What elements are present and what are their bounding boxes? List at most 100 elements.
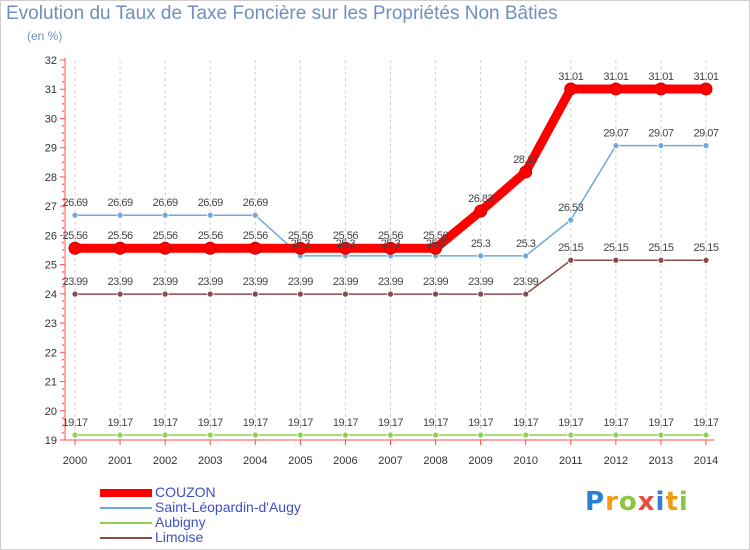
data-label: 23.99	[153, 276, 178, 288]
data-point	[71, 211, 79, 219]
data-label: 25.56	[62, 230, 87, 242]
data-label: 31.01	[558, 71, 583, 83]
y-tick-label: 25	[45, 260, 57, 272]
legend-swatch	[100, 489, 152, 497]
y-tick-label: 23	[45, 318, 57, 330]
data-label: 26.69	[108, 197, 133, 209]
data-label: 19.17	[693, 417, 718, 429]
y-minor-tick	[62, 227, 64, 229]
data-label: 23.99	[378, 276, 403, 288]
y-minor-tick	[62, 358, 64, 361]
data-label: 19.17	[333, 417, 358, 429]
data-label: 25.56	[198, 230, 223, 242]
data-label: 25.15	[558, 242, 583, 254]
data-point	[116, 431, 124, 439]
data-point	[567, 431, 575, 439]
x-tick-label: 2001	[108, 455, 132, 467]
data-point	[68, 241, 82, 255]
chart-title: Evolution du Taux de Taxe Foncière sur l…	[6, 3, 558, 24]
legend-label: Aubigny	[155, 514, 206, 530]
y-tick-label: 22	[45, 347, 57, 359]
unit-label: (en %)	[27, 29, 63, 43]
data-label: 29.07	[693, 128, 718, 140]
data-point	[432, 431, 439, 439]
y-minor-tick	[62, 81, 64, 83]
y-minor-tick	[62, 154, 64, 156]
data-point	[477, 290, 485, 298]
data-point	[612, 142, 620, 150]
data-label: 25.56	[333, 230, 358, 242]
logo-letter: i	[655, 487, 666, 517]
y-minor-tick	[62, 139, 64, 142]
x-tick-label: 2013	[649, 455, 673, 467]
y-minor-tick	[62, 110, 64, 113]
data-label: 29.07	[648, 128, 673, 140]
data-label: 19.17	[468, 417, 493, 429]
data-label: 25.15	[603, 242, 628, 254]
data-point	[293, 241, 307, 255]
y-minor-tick	[62, 241, 64, 244]
data-label: 25.56	[288, 230, 313, 242]
data-point	[113, 241, 127, 255]
logo-letter: r	[605, 487, 619, 517]
y-tick-label: 31	[45, 84, 57, 96]
data-label: 19.17	[558, 417, 583, 429]
data-point	[387, 290, 394, 298]
data-point	[116, 211, 124, 219]
data-point	[251, 290, 259, 298]
data-point	[387, 431, 394, 439]
y-tick-label: 28	[45, 172, 57, 184]
y-minor-tick	[62, 314, 64, 317]
data-point	[702, 431, 710, 439]
data-label: 23.99	[288, 276, 313, 288]
x-tick-label: 2002	[153, 455, 177, 467]
data-point	[612, 256, 620, 264]
data-label: 25.56	[243, 230, 268, 242]
data-label: 23.99	[468, 276, 493, 288]
data-point	[609, 82, 623, 96]
y-minor-tick	[62, 344, 64, 346]
data-label: 23.99	[333, 276, 358, 288]
y-minor-tick	[62, 271, 64, 273]
data-label: 25.56	[423, 230, 448, 242]
data-point	[338, 241, 352, 255]
data-point	[71, 290, 79, 298]
data-point	[657, 431, 665, 439]
data-label: 19.17	[153, 417, 178, 429]
x-tick-label: 2003	[198, 455, 222, 467]
y-tick-label: 29	[45, 143, 57, 155]
data-label: 25.3	[291, 238, 311, 250]
y-minor-tick	[62, 212, 64, 215]
data-point	[612, 431, 620, 439]
y-tick-label: 21	[45, 377, 57, 389]
data-label: 26.69	[243, 197, 268, 209]
data-label: 19.17	[288, 417, 313, 429]
x-tick-label: 2006	[333, 455, 357, 467]
y-tick-label: 30	[45, 113, 57, 125]
y-tick-label: 26	[45, 230, 57, 242]
y-minor-tick	[62, 161, 64, 164]
data-point	[116, 290, 124, 298]
data-label: 25.56	[378, 230, 403, 242]
legend-swatch	[100, 522, 152, 524]
data-label: 25.3	[381, 238, 401, 250]
data-label: 31.01	[693, 71, 718, 83]
data-point	[702, 142, 710, 150]
data-point	[206, 431, 214, 439]
data-label: 23.99	[423, 276, 448, 288]
y-minor-tick	[62, 373, 64, 376]
data-label: 19.17	[423, 417, 448, 429]
y-tick-label: 19	[45, 435, 57, 447]
data-label: 25.56	[153, 230, 178, 242]
legend-label: Limoise	[155, 529, 204, 545]
data-point	[429, 241, 443, 255]
data-point	[477, 431, 485, 439]
y-minor-tick	[62, 256, 64, 259]
y-tick-label: 32	[45, 55, 57, 67]
y-minor-tick	[62, 124, 64, 127]
proxiti-logo: Proxiti	[585, 487, 689, 517]
data-point	[432, 290, 439, 298]
x-tick-label: 2009	[468, 455, 492, 467]
data-point	[206, 290, 214, 298]
data-point	[519, 165, 533, 179]
